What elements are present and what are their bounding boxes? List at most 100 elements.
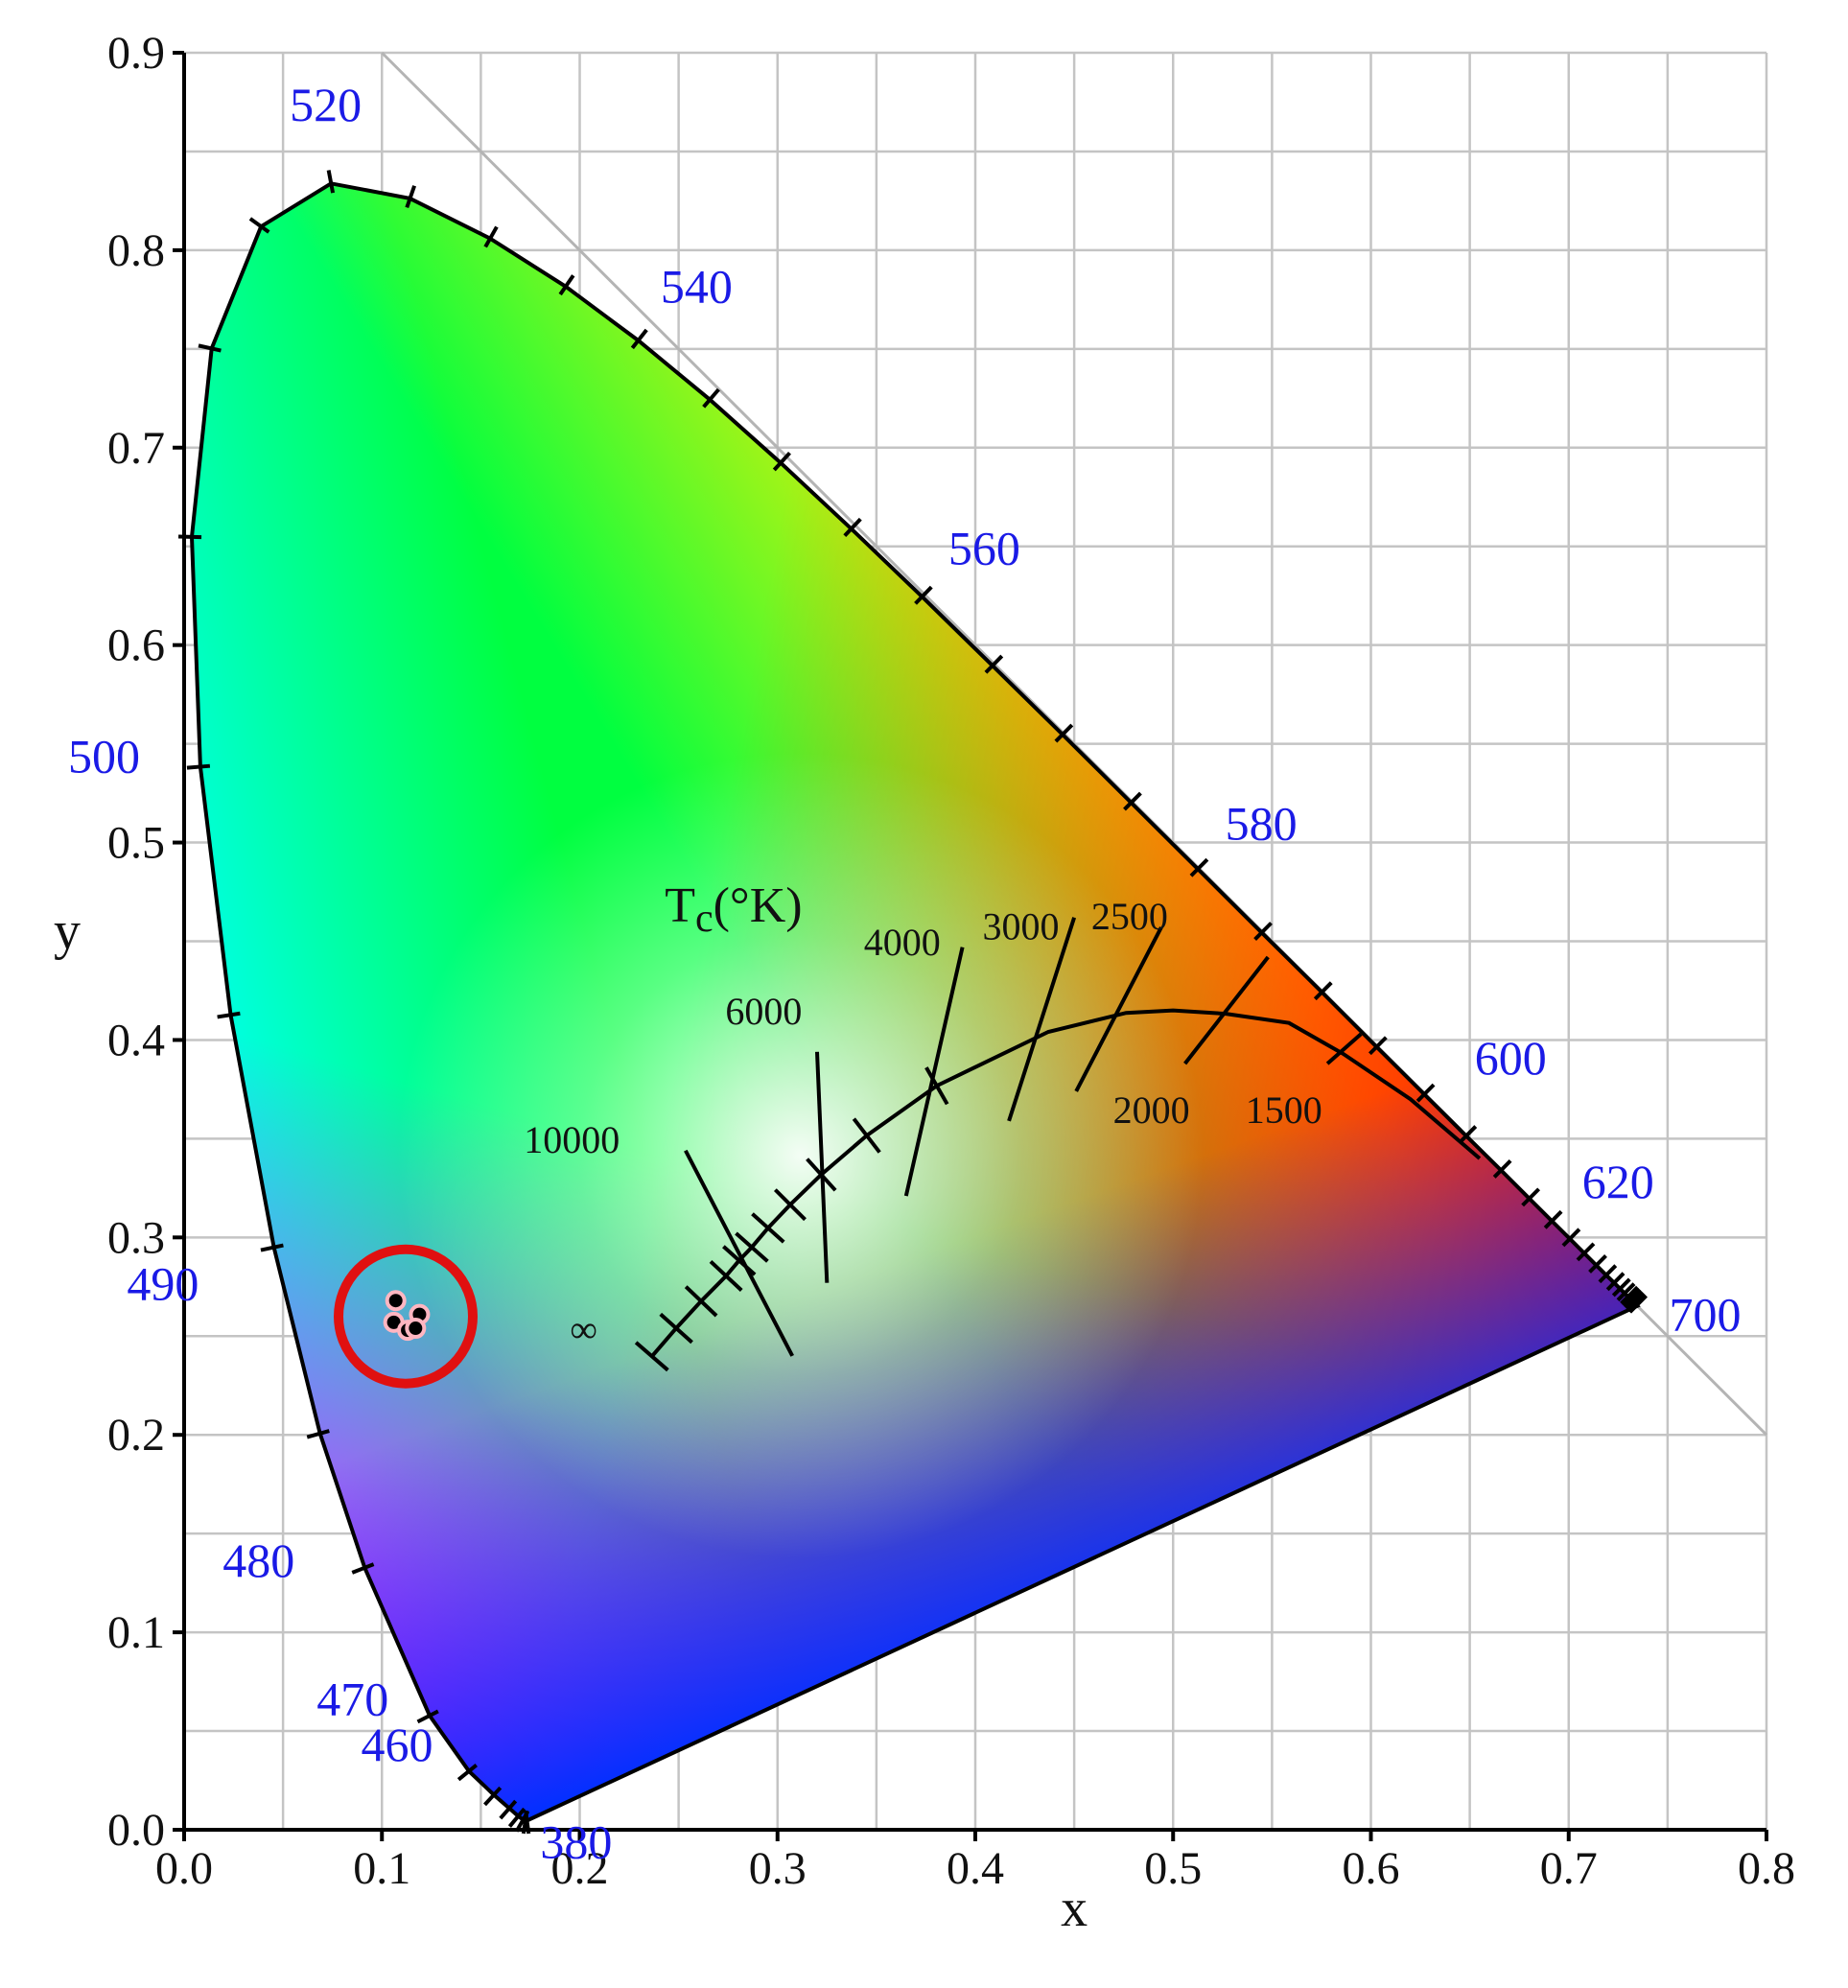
locus-tick [772, 451, 791, 472]
locus-tick [1616, 1282, 1636, 1302]
isotherm-line [815, 1051, 830, 1283]
data-point [405, 1318, 427, 1340]
y-tick-label: 0.2 [107, 1410, 165, 1461]
y-axis-ticks: 0.0 0.1 0.2 0.3 0.4 0.5 0.6 0.7 0.8 0.9 [107, 28, 184, 1856]
wavelength-tick-marks [177, 170, 1649, 1835]
planck-end-cap [634, 1341, 669, 1372]
locus-tick [558, 274, 575, 296]
wavelength-label: 470 [316, 1672, 388, 1726]
locus-tick [217, 1011, 241, 1019]
y-tick-label: 0.8 [107, 225, 165, 276]
locus-tick [1054, 723, 1074, 743]
locus-tick [843, 517, 862, 538]
isotherm-label: 2000 [1113, 1088, 1190, 1132]
isotherm-labels: ∞ 10000 6000 4000 3000 2500 2000 1500 [524, 895, 1322, 1350]
wavelength-label: 490 [127, 1257, 199, 1311]
planck-tick [735, 1231, 769, 1263]
locus-tick [483, 1786, 503, 1807]
isotherm-lines [684, 917, 1363, 1357]
locus-tick [499, 1799, 518, 1820]
locus-tick [1628, 1294, 1649, 1314]
locus-tick [177, 534, 202, 540]
y-tick-label: 0.4 [107, 1015, 165, 1065]
locus-tick [1625, 1291, 1645, 1311]
isotherm-line [903, 947, 965, 1197]
wavelength-label: 500 [68, 729, 140, 783]
x-tick-label: 0.4 [947, 1843, 1004, 1894]
locus-tick [1313, 981, 1333, 1001]
locus-tick [1368, 1036, 1388, 1056]
locus-tick [1576, 1242, 1596, 1262]
x-tick-label: 0.8 [1738, 1843, 1795, 1894]
locus-tick [456, 1763, 479, 1782]
locus-tick [1521, 1187, 1541, 1207]
locus-tick [416, 1709, 439, 1724]
locus-tick [507, 1807, 526, 1828]
locus-tick [248, 217, 270, 234]
locus-tick [260, 1243, 284, 1252]
isotherm-line [684, 1149, 794, 1357]
wavelength-label: 540 [661, 260, 733, 314]
locus-tick [1605, 1272, 1626, 1292]
locus-tick [483, 225, 499, 248]
tc-kelvin-label: Tc(°K) [665, 878, 802, 941]
wavelength-label: 560 [948, 521, 1020, 574]
y-tick-label: 0.0 [107, 1805, 165, 1856]
planck-tick [852, 1117, 881, 1154]
data-point [385, 1290, 407, 1312]
wavelength-label: 520 [290, 78, 362, 131]
locus-tick [1620, 1285, 1639, 1305]
x-tick-label: 0.2 [551, 1843, 609, 1894]
locus-tick [1588, 1254, 1607, 1274]
locus-tick [186, 763, 211, 770]
x-tick-label: 0.6 [1343, 1843, 1400, 1894]
wavelength-label: 580 [1226, 796, 1298, 850]
locus-tick [351, 1562, 375, 1575]
isotherm-line [1183, 955, 1270, 1065]
locus-tick [984, 654, 1004, 674]
isotherm-label-infinity: ∞ [570, 1307, 597, 1350]
isotherm-line [1007, 917, 1077, 1122]
planck-tick [659, 1312, 693, 1345]
locus-tick [1611, 1277, 1631, 1298]
tc-unit: (°K) [713, 878, 803, 933]
locus-tick [914, 585, 933, 605]
x-tick-label: 0.3 [749, 1843, 807, 1894]
x-tick-label: 0.7 [1540, 1843, 1598, 1894]
locus-tick [1253, 922, 1273, 941]
x-tick-label: 0.0 [155, 1843, 213, 1894]
locus-tick [1492, 1158, 1512, 1179]
tc-main: T [665, 878, 695, 933]
isotherm-label: 10000 [524, 1118, 620, 1161]
locus-tick [1624, 1289, 1644, 1309]
isotherm-label: 1500 [1246, 1088, 1322, 1132]
data-points [383, 1290, 431, 1342]
wavelength-label: 480 [222, 1533, 294, 1587]
wavelength-label: 460 [362, 1718, 433, 1771]
locus-tick [1561, 1228, 1581, 1248]
wavelength-label: 700 [1669, 1287, 1741, 1341]
locus-tick [702, 387, 720, 409]
planck-tick [773, 1188, 807, 1222]
wavelength-label: 380 [540, 1815, 612, 1869]
locus-tick [1123, 791, 1142, 811]
isotherm-line [1074, 926, 1163, 1092]
locus-tick [326, 170, 336, 194]
wavelength-label: 600 [1475, 1031, 1547, 1085]
planck-tick [709, 1260, 743, 1292]
highlight-circle [334, 1244, 478, 1389]
x-axis-ticks: 0.0 0.1 0.2 0.3 0.4 0.5 0.6 0.7 0.8 [155, 1830, 1795, 1894]
locus-tick [1543, 1209, 1563, 1229]
y-tick-label: 0.7 [107, 423, 165, 474]
isotherm-label: 4000 [864, 921, 941, 964]
locus-tick [630, 328, 648, 350]
y-tick-label: 0.1 [107, 1607, 165, 1658]
locus-tick [1458, 1125, 1478, 1145]
isotherm-label: 2500 [1091, 895, 1168, 938]
x-tick-label: 0.5 [1144, 1843, 1202, 1894]
locus-tick [1415, 1083, 1436, 1103]
planck-tick [751, 1212, 785, 1244]
